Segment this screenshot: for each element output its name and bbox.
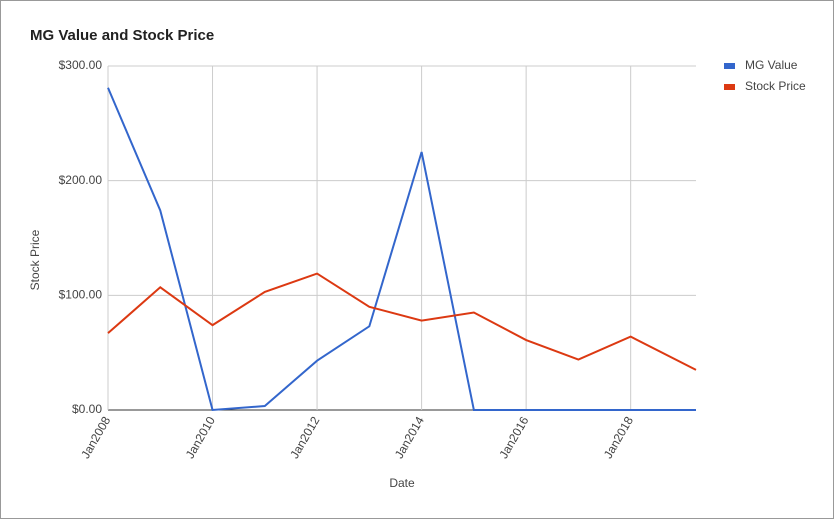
legend-swatch	[724, 63, 735, 69]
x-axis-title: Date	[389, 476, 415, 490]
legend-swatch	[724, 84, 735, 90]
legend-label: MG Value	[745, 58, 798, 72]
line	[107, 272, 697, 371]
y-tick-label: $200.00	[59, 173, 103, 187]
y-tick-label: $0.00	[72, 402, 102, 416]
chart-title: MG Value and Stock Price	[30, 27, 214, 44]
y-tick-label: $100.00	[59, 288, 103, 302]
y-tick-label: $300.00	[59, 58, 103, 72]
y-axis-title: Stock Price	[28, 229, 42, 290]
line	[107, 87, 696, 412]
legend-label: Stock Price	[745, 79, 806, 93]
